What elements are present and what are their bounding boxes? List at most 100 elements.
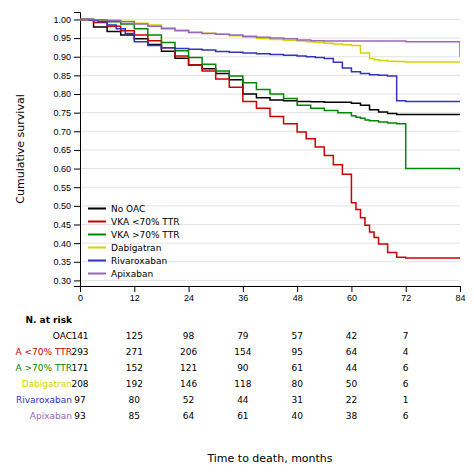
y-tick: 0.50	[53, 201, 80, 211]
x-tick-mark	[189, 286, 190, 292]
legend-label: Apixaban	[111, 269, 153, 279]
at-risk-row-label: Rivaroxaban	[16, 395, 72, 405]
x-axis-line	[81, 287, 461, 293]
x-tick-label: 12	[130, 293, 140, 303]
x-tick: 72	[401, 286, 411, 303]
at-risk-value: 1	[403, 395, 409, 405]
at-risk-value: 52	[183, 395, 194, 405]
at-risk-value: 141	[71, 331, 88, 341]
y-tick-mark	[74, 280, 80, 281]
x-tick-label: 24	[184, 293, 194, 303]
grid-line	[80, 56, 460, 57]
at-risk-value: 152	[126, 363, 143, 373]
at-risk-value: 44	[346, 363, 358, 373]
at-risk-row-label: A >70% TTR	[15, 363, 72, 373]
grid-line	[80, 19, 460, 20]
at-risk-row-label: Dabigatran	[22, 379, 72, 389]
y-tick-label: 0.55	[53, 183, 71, 193]
survival-curve	[80, 19, 460, 258]
y-tick: 0.45	[53, 220, 80, 230]
at-risk-value: 79	[237, 331, 249, 341]
y-axis-line	[74, 13, 81, 287]
y-tick-label: 0.65	[53, 145, 71, 155]
x-tick-mark	[134, 286, 135, 292]
x-tick-label: 36	[238, 293, 248, 303]
at-risk-table: N. at riskOAC141125987957427A <70% TTR29…	[15, 315, 408, 421]
at-risk-value: 42	[346, 331, 357, 341]
x-tick-mark	[80, 286, 81, 292]
legend: No OACVKA <70% TTRVKA >70% TTRDabigatran…	[88, 204, 179, 279]
y-tick-mark	[74, 224, 80, 225]
x-axis-title: Time to death, months	[206, 452, 332, 465]
x-tick: 48	[293, 286, 303, 303]
survival-curve	[80, 19, 460, 170]
at-risk-value: 7	[403, 331, 409, 341]
y-tick-mark	[74, 113, 80, 114]
legend-label: Dabigatran	[111, 243, 161, 253]
legend-swatch	[88, 234, 106, 236]
at-risk-value: 6	[403, 379, 409, 389]
y-tick-label: 0.90	[53, 52, 71, 62]
at-risk-value: 64	[346, 347, 358, 357]
y-tick-mark	[74, 169, 80, 170]
y-tick-mark	[74, 94, 80, 95]
at-risk-row-label: A <70% TTR	[15, 347, 72, 357]
y-tick-mark	[74, 57, 80, 58]
at-risk-value: 40	[291, 411, 303, 421]
y-tick: 0.60	[53, 164, 80, 174]
y-tick: 0.65	[53, 145, 80, 155]
y-tick-label: 0.85	[53, 71, 71, 81]
y-tick-label: 1.00	[53, 15, 71, 25]
legend-label: No OAC	[111, 204, 145, 214]
at-risk-value: 97	[74, 395, 85, 405]
y-tick: 0.35	[53, 257, 80, 267]
at-risk-value: 85	[129, 411, 140, 421]
y-tick-label: 0.75	[53, 108, 71, 118]
at-risk-value: 125	[126, 331, 143, 341]
at-risk-value: 22	[346, 395, 357, 405]
y-tick-mark	[74, 38, 80, 39]
x-tick: 84	[455, 286, 465, 303]
curves	[80, 19, 460, 258]
survival-curve	[80, 19, 460, 56]
at-risk-value: 95	[291, 347, 302, 357]
y-tick-label: 0.50	[53, 201, 71, 211]
x-tick-label: 0	[78, 293, 83, 303]
y-tick-mark	[74, 150, 80, 151]
y-tick: 0.75	[53, 108, 80, 118]
y-tick-mark	[74, 262, 80, 263]
grid-line	[80, 168, 460, 169]
x-tick: 0	[78, 286, 83, 303]
at-risk-value: 208	[71, 379, 88, 389]
x-tick-label: 72	[401, 293, 411, 303]
y-tick-label: 0.70	[53, 127, 71, 137]
y-tick-label: 0.40	[53, 239, 71, 249]
at-risk-value: 293	[71, 347, 88, 357]
at-risk-value: 118	[234, 379, 251, 389]
y-tick-mark	[74, 19, 80, 20]
y-tick-label: 0.30	[53, 276, 71, 286]
at-risk-value: 64	[183, 411, 195, 421]
at-risk-value: 6	[403, 363, 409, 373]
at-risk-value: 57	[291, 331, 302, 341]
x-tick-mark	[243, 286, 244, 292]
chart-container: 0.30 0.35 0.40 0.45 0.50 0.55 0.60 0.65 0.70 0.75…	[0, 0, 474, 474]
legend-swatch	[88, 260, 106, 262]
legend-swatch	[88, 247, 106, 249]
grid-line	[80, 75, 460, 76]
x-tick-mark	[351, 286, 352, 292]
y-tick: 0.80	[53, 89, 80, 99]
at-risk-value: 50	[346, 379, 358, 389]
y-tick-mark	[74, 243, 80, 244]
at-risk-value: 6	[403, 411, 409, 421]
survival-curve	[80, 19, 460, 61]
at-risk-row-label: Apixaban	[30, 411, 72, 421]
at-risk-value: 171	[71, 363, 88, 373]
y-axis: 0.30 0.35 0.40 0.45 0.50 0.55 0.60 0.65 0.70 0.75…	[53, 13, 80, 287]
x-tick: 24	[184, 286, 194, 303]
legend-label: VKA <70% TTR	[111, 217, 179, 227]
y-tick: 0.70	[53, 127, 80, 137]
y-tick-mark	[74, 206, 80, 207]
grid-line	[80, 187, 460, 188]
at-risk-value: 206	[180, 347, 197, 357]
